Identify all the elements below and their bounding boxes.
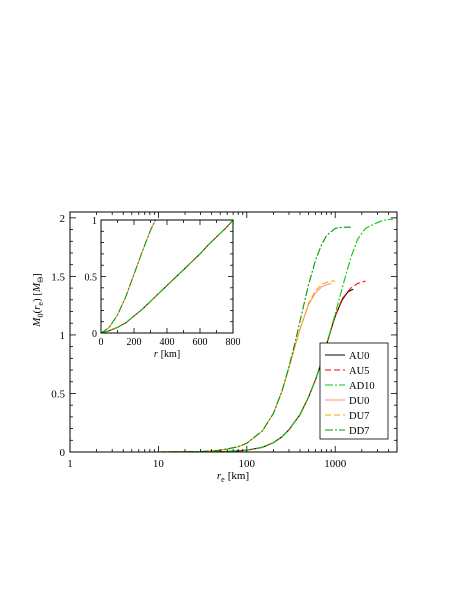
main-series-ad10 bbox=[158, 218, 394, 453]
main-series-dd7 bbox=[158, 226, 351, 453]
legend-box bbox=[319, 342, 389, 440]
inset-plot-background bbox=[101, 220, 233, 333]
inset-x-axis: 0 200 400 600 800 bbox=[99, 220, 241, 348]
inset-y-tick-label: 0.5 bbox=[85, 273, 98, 284]
inset-y-tick-label: 1 bbox=[92, 216, 97, 227]
main-y-axis: 00.511.52 bbox=[51, 213, 397, 459]
legend-label-dd7: DD7 bbox=[349, 426, 369, 437]
main-y-tick-label: 1 bbox=[60, 330, 66, 342]
legend-label-au0: AU0 bbox=[349, 351, 369, 362]
main-x-tick-label: 100 bbox=[239, 458, 256, 470]
main-y-axis-label: M0(re) [MΘ] bbox=[31, 273, 45, 327]
inset-series-group bbox=[100, 219, 234, 334]
inset-y-axis: 00.51 bbox=[85, 216, 233, 340]
main-y-tick-label: 0 bbox=[60, 447, 66, 459]
main-series-group bbox=[158, 218, 394, 453]
inset-y-tick-label: 0 bbox=[92, 329, 97, 340]
legend: AU0 AU5 AD10 DU0 DU7 DD7 bbox=[319, 342, 389, 440]
inset-x-axis-label: r [km] bbox=[154, 349, 180, 360]
inset-x-tick-label: 0 bbox=[99, 337, 104, 348]
inset-plot: 0 200 400 600 800 00.51 r [km] bbox=[85, 216, 241, 360]
main-y-tick-label: 2 bbox=[60, 213, 66, 225]
main-plot: 1 10 100 1000 00.511.52 re [km] M0(re) [MΘ] … bbox=[31, 211, 398, 484]
legend-items: AU0 AU5 AD10 DU0 DU7 DD7 bbox=[325, 351, 375, 437]
legend-label-du0: DU0 bbox=[349, 396, 369, 407]
inset-x-tick-label: 600 bbox=[193, 337, 208, 348]
main-x-tick-label: 10 bbox=[153, 458, 165, 470]
main-x-axis-label: re [km] bbox=[217, 470, 249, 484]
main-x-tick-label: 1 bbox=[67, 458, 73, 470]
inset-series-ad10 bbox=[100, 219, 234, 334]
legend-label-au5: AU5 bbox=[349, 366, 369, 377]
main-x-tick-label: 1000 bbox=[324, 458, 347, 470]
inset-series-dd7 bbox=[100, 219, 156, 334]
inset-x-tick-label: 800 bbox=[226, 337, 241, 348]
legend-label-ad10: AD10 bbox=[349, 381, 375, 392]
inset-x-tick-label: 200 bbox=[127, 337, 142, 348]
main-x-axis: 1 10 100 1000 bbox=[67, 212, 398, 470]
main-y-tick-label: 1.5 bbox=[51, 271, 65, 283]
legend-label-du7: DU7 bbox=[349, 411, 369, 422]
inset-x-tick-label: 400 bbox=[160, 337, 175, 348]
main-y-tick-label: 0.5 bbox=[51, 388, 65, 400]
